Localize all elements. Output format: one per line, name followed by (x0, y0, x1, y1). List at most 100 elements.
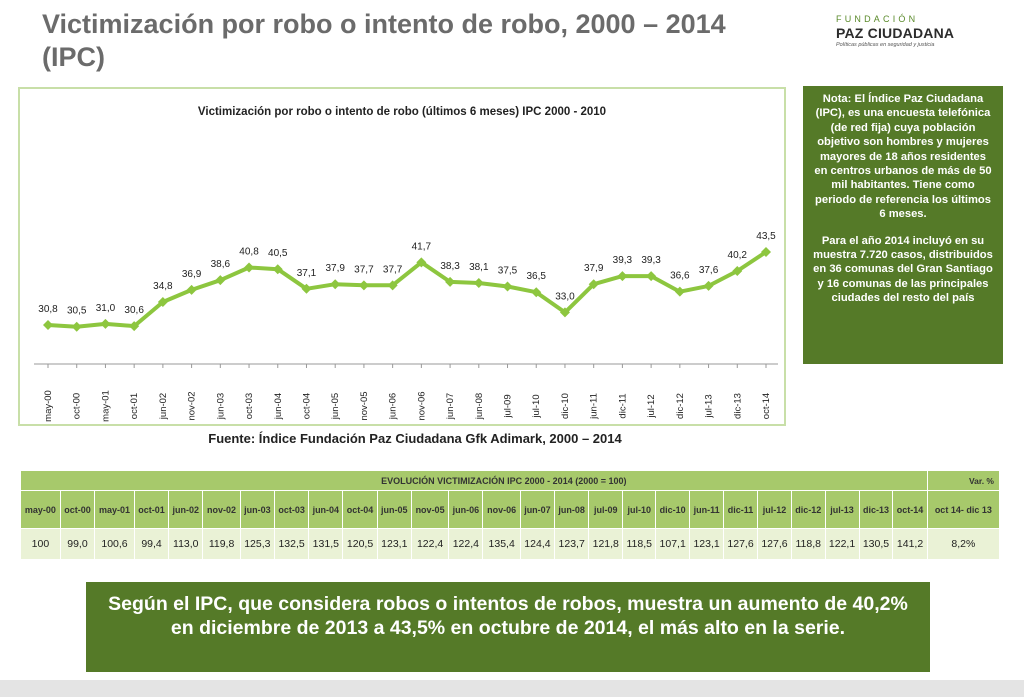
data-point (157, 297, 168, 308)
table-column-header: nov-05 (410, 490, 450, 529)
data-point (301, 283, 312, 294)
data-label: 36,6 (670, 271, 690, 282)
table-cell: 99,0 (59, 528, 96, 560)
data-point (272, 264, 283, 275)
table-column-header: jul-12 (757, 490, 792, 529)
table-cell: 131,5 (308, 528, 344, 560)
table-column-header: jun-06 (448, 490, 484, 529)
table-column-header: dic-11 (723, 490, 759, 529)
table-cell: 132,5 (273, 528, 310, 560)
x-tick-label: jun-11 (589, 393, 600, 420)
data-point (71, 321, 82, 332)
table-cell: 119,8 (202, 528, 241, 560)
table-cell: 100,6 (94, 528, 135, 560)
x-tick-label: jun-06 (388, 393, 399, 420)
x-tick-label: oct-01 (129, 393, 140, 419)
note-paragraph-1: Nota: El Índice Paz Ciudadana (IPC), es … (814, 93, 992, 221)
table-cell: 124,4 (519, 528, 556, 560)
x-tick-label: jun-04 (273, 393, 284, 420)
chart-title: Victimización por robo o intento de robo… (197, 106, 607, 118)
x-tick-label: oct-14 (761, 393, 772, 419)
x-tick-label: nov-06 (416, 391, 427, 420)
table-column-header: nov-02 (202, 490, 241, 529)
data-label: 40,8 (239, 247, 259, 258)
table-column-header: dic-12 (790, 490, 826, 529)
table-column-header: jun-02 (168, 490, 204, 529)
x-tick-label: jul-12 (646, 394, 657, 418)
data-point (473, 278, 484, 289)
data-point (100, 318, 111, 329)
x-tick-label: jul-09 (503, 394, 514, 418)
x-tick-label: jun-07 (445, 393, 456, 420)
data-label: 30,6 (124, 305, 144, 316)
data-label: 37,6 (699, 265, 719, 276)
data-label: 43,5 (756, 231, 776, 242)
table-column-header: jul-10 (622, 490, 657, 529)
logo-tagline: Políticas públicas en seguridad y justic… (836, 42, 935, 48)
x-tick-label: dic-11 (617, 393, 628, 418)
table-column-header: oct-04 (342, 490, 378, 529)
table-column-header: may-01 (94, 490, 135, 529)
x-tick-label: may-01 (100, 390, 111, 422)
data-label: 36,9 (182, 269, 202, 280)
note-box: Nota: El Índice Paz Ciudadana (IPC), es … (803, 86, 1003, 364)
table-column-header: oct 14- dic 13 (926, 490, 1001, 529)
table-header: EVOLUCIÓN VICTIMIZACIÓN IPC 2000 - 2014 … (20, 470, 928, 491)
logo-line1: FUNDACIÓN (836, 14, 919, 24)
note-paragraph-2: Para el año 2014 incluyó en su muestra 7… (813, 234, 993, 305)
x-tick-label: jun-02 (158, 393, 169, 420)
x-tick-label: jul-13 (704, 394, 715, 418)
data-label: 37,7 (354, 264, 374, 275)
table-cell: 107,1 (655, 528, 691, 560)
chart-source: Fuente: Índice Fundación Paz Ciudadana G… (208, 431, 622, 446)
table-column-header: oct-14 (892, 490, 928, 529)
data-label: 37,7 (383, 264, 403, 275)
table-column-header: nov-06 (482, 490, 521, 529)
data-label: 38,1 (469, 262, 489, 273)
callout-box: Según el IPC, que considera robos o inte… (86, 582, 930, 672)
table-column-header: jun-08 (554, 490, 590, 529)
table-column-header: dic-10 (655, 490, 691, 529)
table-cell: 8,2% (926, 528, 1001, 560)
data-label: 37,9 (325, 263, 345, 274)
x-tick-label: nov-02 (187, 391, 198, 420)
data-label: 31,0 (96, 303, 116, 314)
x-tick-label: oct-03 (244, 393, 255, 419)
table-column-header: may-00 (20, 490, 61, 529)
data-point (215, 275, 226, 286)
data-point (588, 279, 599, 290)
table-cell: 127,6 (757, 528, 792, 560)
data-point (129, 321, 140, 332)
evolution-table: EVOLUCIÓN VICTIMIZACIÓN IPC 2000 - 2014 … (20, 470, 1001, 560)
table-cell: 99,4 (133, 528, 170, 560)
table-cell: 118,5 (622, 528, 657, 560)
data-label: 37,5 (498, 265, 518, 276)
data-label: 37,9 (584, 263, 604, 274)
data-label: 37,1 (297, 268, 317, 279)
table-column-header: jun-05 (376, 490, 412, 529)
data-point (703, 280, 714, 291)
data-point (244, 262, 255, 273)
table-column-header: jun-04 (308, 490, 344, 529)
table-cell: 113,0 (168, 528, 204, 560)
page-title: Victimización por robo o intento de robo… (42, 9, 726, 72)
data-point (617, 271, 628, 282)
x-tick-label: jun-08 (474, 393, 485, 420)
data-label: 38,6 (211, 259, 231, 270)
chart-container: Victimización por robo o intento de robo… (18, 87, 786, 426)
table-cell: 127,6 (723, 528, 759, 560)
data-label: 39,3 (613, 255, 633, 266)
x-tick-label: dic-10 (560, 393, 571, 419)
table-header-row: EVOLUCIÓN VICTIMIZACIÓN IPC 2000 - 2014 … (20, 470, 1001, 491)
x-tick-label: dic-13 (732, 393, 743, 419)
table-column-header: oct-00 (59, 490, 96, 529)
data-point (330, 279, 341, 290)
x-tick-label: jul-10 (531, 394, 542, 418)
line-chart: 30,8 may-00 30,5 oct-00 31,0 may-01 30,6 oct-01… (34, 231, 778, 422)
data-point (646, 271, 657, 282)
x-tick-label: dic-12 (675, 393, 686, 419)
data-point (416, 257, 427, 268)
table-column-header: oct-03 (273, 490, 310, 529)
data-point (502, 281, 513, 292)
table-cell: 125,3 (239, 528, 275, 560)
